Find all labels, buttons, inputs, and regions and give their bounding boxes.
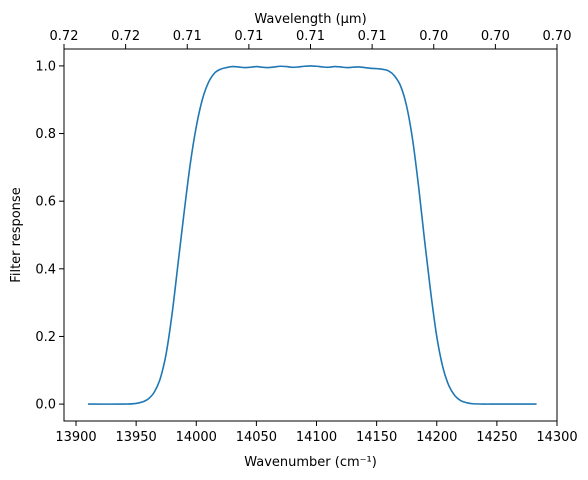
plot-frame	[63, 48, 558, 422]
top-x-axis-label: Wavelength (μm)	[254, 12, 366, 27]
y-axis-ticks: 0.0 0.2 0.4 0.6 0.8 1.0	[35, 59, 64, 413]
top-x-tick-label: 0.70	[543, 29, 572, 44]
filter-response-line	[88, 65, 537, 405]
x-tick-label: 14050	[236, 430, 277, 445]
x-axis-label: Wavenumber (cm⁻¹)	[244, 455, 377, 470]
x-tick-label: 14300	[536, 430, 577, 445]
top-x-tick-label: 0.71	[234, 29, 263, 44]
top-x-tick-label: 0.71	[296, 29, 325, 44]
top-x-tick-label: 0.71	[358, 29, 387, 44]
top-x-tick-label: 0.70	[419, 29, 448, 44]
y-tick-label: 1.0	[35, 59, 56, 74]
y-tick-label: 0.8	[35, 127, 56, 142]
x-tick-label: 14250	[476, 430, 517, 445]
x-tick-label: 13900	[55, 430, 96, 445]
x-tick-label: 14150	[356, 430, 397, 445]
top-x-tick-label: 0.72	[111, 29, 140, 44]
y-axis-label: Filter response	[9, 187, 24, 282]
y-tick-label: 0.0	[35, 398, 56, 413]
top-x-axis-ticks: 0.72 0.72 0.71 0.71 0.71 0.71 0.70 0.70 0.70	[50, 29, 572, 49]
y-tick-label: 0.6	[35, 195, 56, 210]
y-tick-label: 0.2	[35, 330, 56, 345]
top-x-tick-label: 0.70	[481, 29, 510, 44]
x-tick-label: 13950	[115, 430, 156, 445]
top-x-tick-label: 0.71	[173, 29, 202, 44]
x-tick-label: 14200	[416, 430, 457, 445]
y-tick-label: 0.4	[35, 262, 56, 277]
x-tick-label: 14000	[176, 430, 217, 445]
x-axis-ticks: 13900 13950 14000 14050 14100 14150 14200 14250…	[55, 421, 578, 445]
top-x-tick-label: 0.72	[50, 29, 79, 44]
x-tick-label: 14100	[296, 430, 337, 445]
